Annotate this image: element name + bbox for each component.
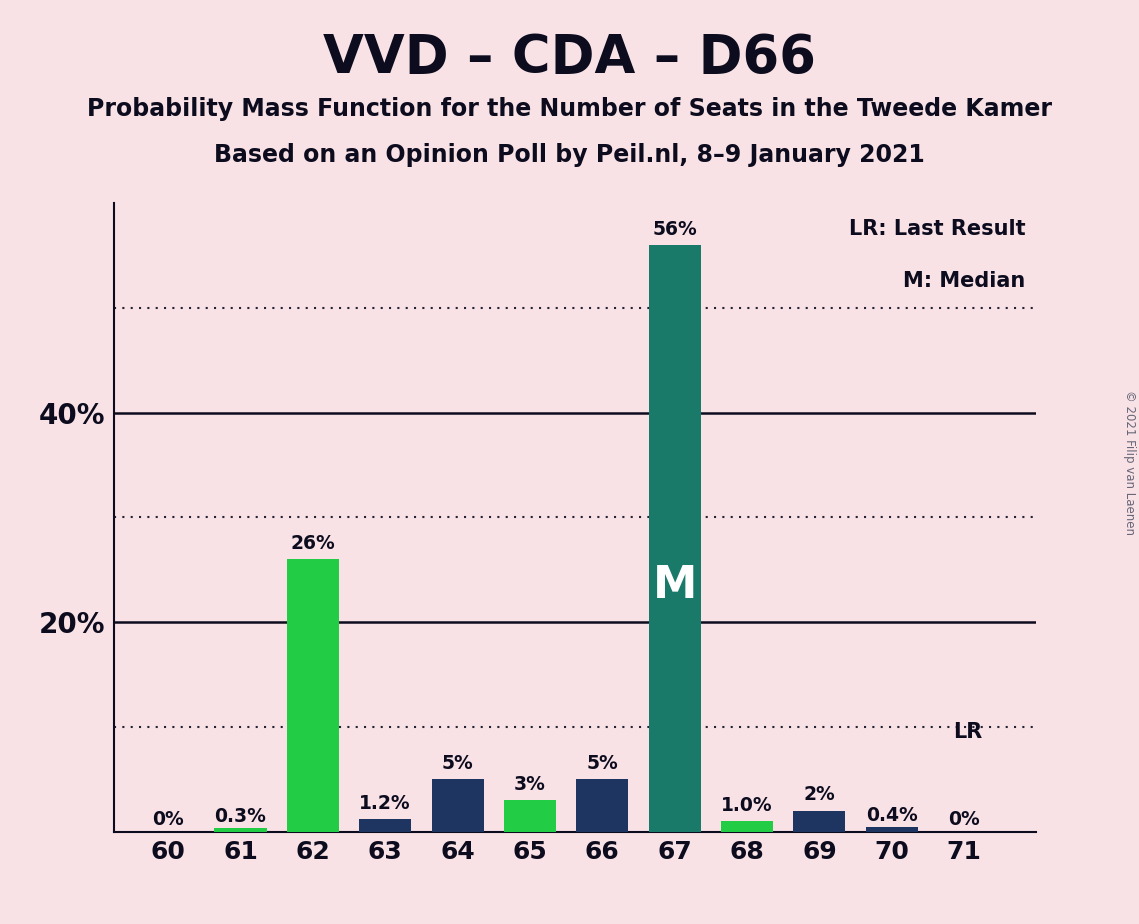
Text: 5%: 5%: [587, 754, 618, 773]
Text: 1.0%: 1.0%: [721, 796, 773, 815]
Text: LR: Last Result: LR: Last Result: [849, 219, 1025, 239]
Text: 2%: 2%: [803, 785, 835, 805]
Text: 0.4%: 0.4%: [866, 806, 918, 825]
Text: LR: LR: [953, 723, 982, 742]
Bar: [576, 779, 629, 832]
Text: 56%: 56%: [653, 220, 697, 239]
Text: 0%: 0%: [153, 810, 185, 829]
Bar: [214, 829, 267, 832]
Text: © 2021 Filip van Laenen: © 2021 Filip van Laenen: [1123, 390, 1137, 534]
Text: 26%: 26%: [290, 534, 335, 553]
Text: 5%: 5%: [442, 754, 474, 773]
Text: 3%: 3%: [514, 775, 546, 794]
Text: Based on an Opinion Poll by Peil.nl, 8–9 January 2021: Based on an Opinion Poll by Peil.nl, 8–9…: [214, 143, 925, 167]
Bar: [359, 819, 411, 832]
Text: M: M: [653, 564, 697, 607]
Bar: [432, 779, 484, 832]
Bar: [794, 810, 845, 832]
Text: 0.3%: 0.3%: [214, 807, 267, 826]
Text: VVD – CDA – D66: VVD – CDA – D66: [323, 32, 816, 84]
Text: M: Median: M: Median: [903, 272, 1025, 291]
Bar: [648, 245, 700, 832]
Bar: [866, 827, 918, 832]
Text: Probability Mass Function for the Number of Seats in the Tweede Kamer: Probability Mass Function for the Number…: [87, 97, 1052, 121]
Text: 1.2%: 1.2%: [360, 794, 411, 813]
Bar: [721, 821, 773, 832]
Bar: [503, 800, 556, 832]
Text: 0%: 0%: [949, 810, 980, 829]
Bar: [287, 559, 339, 832]
